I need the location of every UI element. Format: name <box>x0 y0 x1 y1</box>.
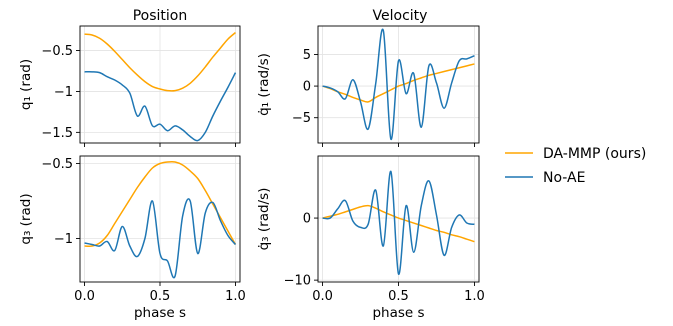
series-line-no-ae <box>84 198 237 279</box>
x-tick-label: 1.0 <box>225 289 246 304</box>
y-tick-label: −0.5 <box>41 157 73 172</box>
series-line-no-ae <box>322 28 475 140</box>
series-line-no-ae <box>322 170 475 275</box>
series-group <box>84 31 237 142</box>
legend-label-no-ae: No-AE <box>543 170 585 186</box>
legend: DA-MMP (ours) No-AE <box>505 146 646 186</box>
q3-position-panel: −1 −0.5 0.0 0.5 1.0 phase s q₃ (rad) <box>18 155 246 321</box>
legend-label-da-mmp: DA-MMP (ours) <box>543 146 646 162</box>
series-group <box>322 170 475 275</box>
x-tick-label: 1.0 <box>464 289 485 304</box>
series-line-da-mmp-ours <box>84 31 236 92</box>
y-tick-label: 5 <box>303 48 311 63</box>
y-axis-label: q₁ (rad) <box>18 59 34 110</box>
y-tick-label: −1 <box>54 85 73 100</box>
q1-velocity-panel: −5 0 5 q̇₁ (rad/s) <box>256 25 480 147</box>
x-tick-label: 0.5 <box>150 289 171 304</box>
y-axis-label: q̇₃ (rad/s) <box>256 188 272 251</box>
y-tick-label: −5 <box>292 111 311 126</box>
series-line-da-mmp-ours <box>84 160 237 247</box>
x-tick-label: 0.5 <box>388 289 409 304</box>
y-tick-label: −10 <box>284 274 311 289</box>
x-axis-label: phase s <box>134 305 186 321</box>
x-tick-label: 0.0 <box>74 289 95 304</box>
y-axis-label: q₃ (rad) <box>18 193 34 244</box>
q1-position-panel: −1.5 −1 −0.5 q₁ (rad) <box>18 25 241 147</box>
y-tick-label: 0 <box>303 80 311 95</box>
series-group <box>322 28 475 140</box>
y-tick-label: −1 <box>54 232 73 247</box>
y-tick-label: −0.5 <box>41 44 73 59</box>
series-group <box>84 160 237 279</box>
y-axis-label: q̇₁ (rad/s) <box>256 53 272 116</box>
y-tick-label: 0 <box>303 212 311 227</box>
q3-velocity-panel: −10 0 0.0 0.5 1.0 phase s q̇₃ (rad/s) <box>256 155 485 321</box>
series-line-no-ae <box>84 71 237 142</box>
velocity-column-title: Velocity <box>373 8 428 24</box>
x-tick-label: 0.0 <box>312 289 333 304</box>
x-axis-label: phase s <box>372 305 424 321</box>
y-tick-label: −1.5 <box>41 126 73 141</box>
position-column-title: Position <box>133 8 188 24</box>
